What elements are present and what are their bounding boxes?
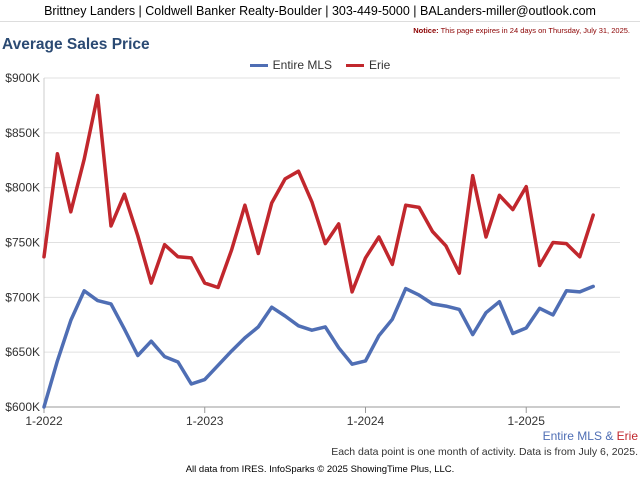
legend-item-erie[interactable]: Erie [346,58,390,72]
y-tick-label: $700K [5,290,40,304]
series-layer [42,93,595,409]
y-tick-label: $800K [5,181,40,195]
y-tick-label: $600K [5,400,40,414]
series-line-erie [42,93,595,294]
chart-title: Average Sales Price [2,36,150,53]
legend-label-erie: Erie [369,58,391,72]
y-tick-label: $900K [5,71,40,85]
legend-label-entire-mls: Entire MLS [272,58,332,72]
bottom-legend-separator: & [601,429,617,443]
axis-layer: $600K $650K $700K $750K $800K $850K $900K 1-202… [5,71,620,428]
header-contact-bar: Brittney Landers | Coldwell Banker Realt… [0,0,640,22]
legend-swatch-entire-mls [249,63,268,67]
chart-legend: Entire MLS Erie [0,57,640,73]
grid-layer [44,77,620,408]
legend-item-entire-mls[interactable]: Entire MLS [249,58,332,72]
data-footnote: Each data point is one month of activity… [331,446,638,458]
bottom-legend-entire-mls: Entire MLS [542,429,602,443]
legend-swatch-erie [346,63,364,67]
y-tick-label: $850K [5,126,40,140]
series-line-entire-mls [42,284,595,409]
expiry-notice: Notice: This page expires in 24 days on … [413,26,630,35]
footer-credits: All data from IRES. InfoSparks © 2025 Sh… [185,464,455,475]
y-tick-label: $750K [5,236,40,250]
x-tick-label: 1-2023 [186,414,224,428]
y-tick-label: $650K [5,345,40,359]
header-contact-text: Brittney Landers | Coldwell Banker Realt… [44,3,596,18]
bottom-legend-erie: Erie [616,429,638,443]
x-tick-label: 1-2022 [25,414,63,428]
x-tick-label: 1-2024 [347,414,385,428]
notice-text: This page expires in 24 days on Thursday… [440,26,630,35]
bottom-legend: Entire MLS & Erie [543,429,638,443]
x-tick-label: 1-2025 [508,414,546,428]
notice-label: Notice: [413,26,439,35]
